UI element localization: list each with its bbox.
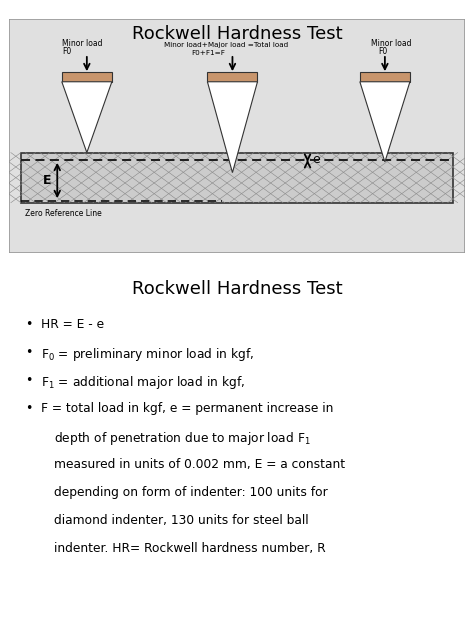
Text: F$_0$ = preliminary minor load in kgf,: F$_0$ = preliminary minor load in kgf,	[41, 346, 255, 363]
Bar	[360, 73, 410, 82]
Text: •: •	[25, 346, 33, 359]
Text: depth of penetration due to major load F$_1$: depth of penetration due to major load F…	[55, 430, 311, 447]
Text: Minor load: Minor load	[62, 39, 102, 49]
FancyBboxPatch shape	[9, 19, 465, 253]
Bar	[208, 73, 257, 82]
Polygon shape	[360, 82, 410, 162]
Text: Rockwell Hardness Test: Rockwell Hardness Test	[132, 280, 342, 298]
Text: indenter. HR= Rockwell hardness number, R: indenter. HR= Rockwell hardness number, …	[55, 542, 326, 556]
Text: F0: F0	[378, 47, 387, 56]
Text: A: A	[100, 73, 110, 85]
Text: e: e	[312, 153, 320, 166]
Text: diamond indenter, 130 units for steel ball: diamond indenter, 130 units for steel ba…	[55, 514, 309, 527]
Text: measured in units of 0.002 mm, E = a constant: measured in units of 0.002 mm, E = a con…	[55, 458, 346, 471]
Bar	[62, 73, 112, 82]
Text: depending on form of indenter: 100 units for: depending on form of indenter: 100 units…	[55, 486, 328, 499]
Text: B: B	[245, 73, 255, 85]
Text: Rockwell Hardness Test: Rockwell Hardness Test	[132, 25, 342, 43]
Text: F0+F1=F: F0+F1=F	[191, 51, 225, 56]
Text: F = total load in kgf, e = permanent increase in: F = total load in kgf, e = permanent inc…	[41, 402, 333, 415]
Polygon shape	[62, 82, 112, 152]
Text: Zero Reference Line: Zero Reference Line	[26, 209, 102, 217]
Text: E: E	[43, 174, 52, 187]
Bar	[21, 152, 453, 203]
Text: •: •	[25, 318, 33, 331]
Text: Minor load+Major load =Total load: Minor load+Major load =Total load	[164, 42, 289, 49]
Polygon shape	[208, 82, 257, 173]
Text: •: •	[25, 402, 33, 415]
Text: F$_1$ = additional major load in kgf,: F$_1$ = additional major load in kgf,	[41, 374, 245, 391]
Text: •: •	[25, 374, 33, 387]
Text: HR = E - e: HR = E - e	[41, 318, 104, 331]
Text: F0: F0	[62, 47, 71, 56]
Text: Minor load: Minor load	[371, 39, 412, 49]
Text: C: C	[398, 73, 407, 85]
